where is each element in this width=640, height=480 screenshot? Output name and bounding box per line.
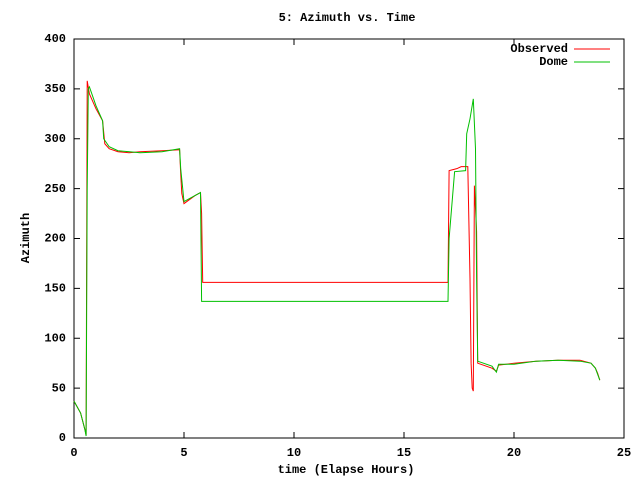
chart-title: 5: Azimuth vs. Time	[279, 11, 416, 25]
y-tick-label: 50	[52, 381, 66, 395]
y-tick-label: 350	[44, 82, 66, 96]
x-tick-label: 0	[70, 446, 77, 460]
legend-label: Observed	[510, 42, 568, 56]
x-tick-label: 15	[397, 446, 411, 460]
x-axis-label: time (Elapse Hours)	[278, 463, 415, 477]
y-tick-label: 300	[44, 132, 66, 146]
y-tick-label: 150	[44, 282, 66, 296]
x-tick-label: 10	[287, 446, 301, 460]
y-tick-label: 0	[59, 431, 66, 445]
x-tick-label: 20	[507, 446, 521, 460]
series-line	[73, 85, 601, 437]
y-tick-label: 200	[44, 232, 66, 246]
legend-label: Dome	[539, 55, 568, 69]
x-tick-label: 25	[617, 446, 631, 460]
y-tick-label: 100	[44, 331, 66, 345]
y-tick-label: 250	[44, 182, 66, 196]
y-tick-label: 400	[44, 32, 66, 46]
y-axis-label: Azimuth	[19, 213, 33, 263]
x-tick-label: 5	[180, 446, 187, 460]
